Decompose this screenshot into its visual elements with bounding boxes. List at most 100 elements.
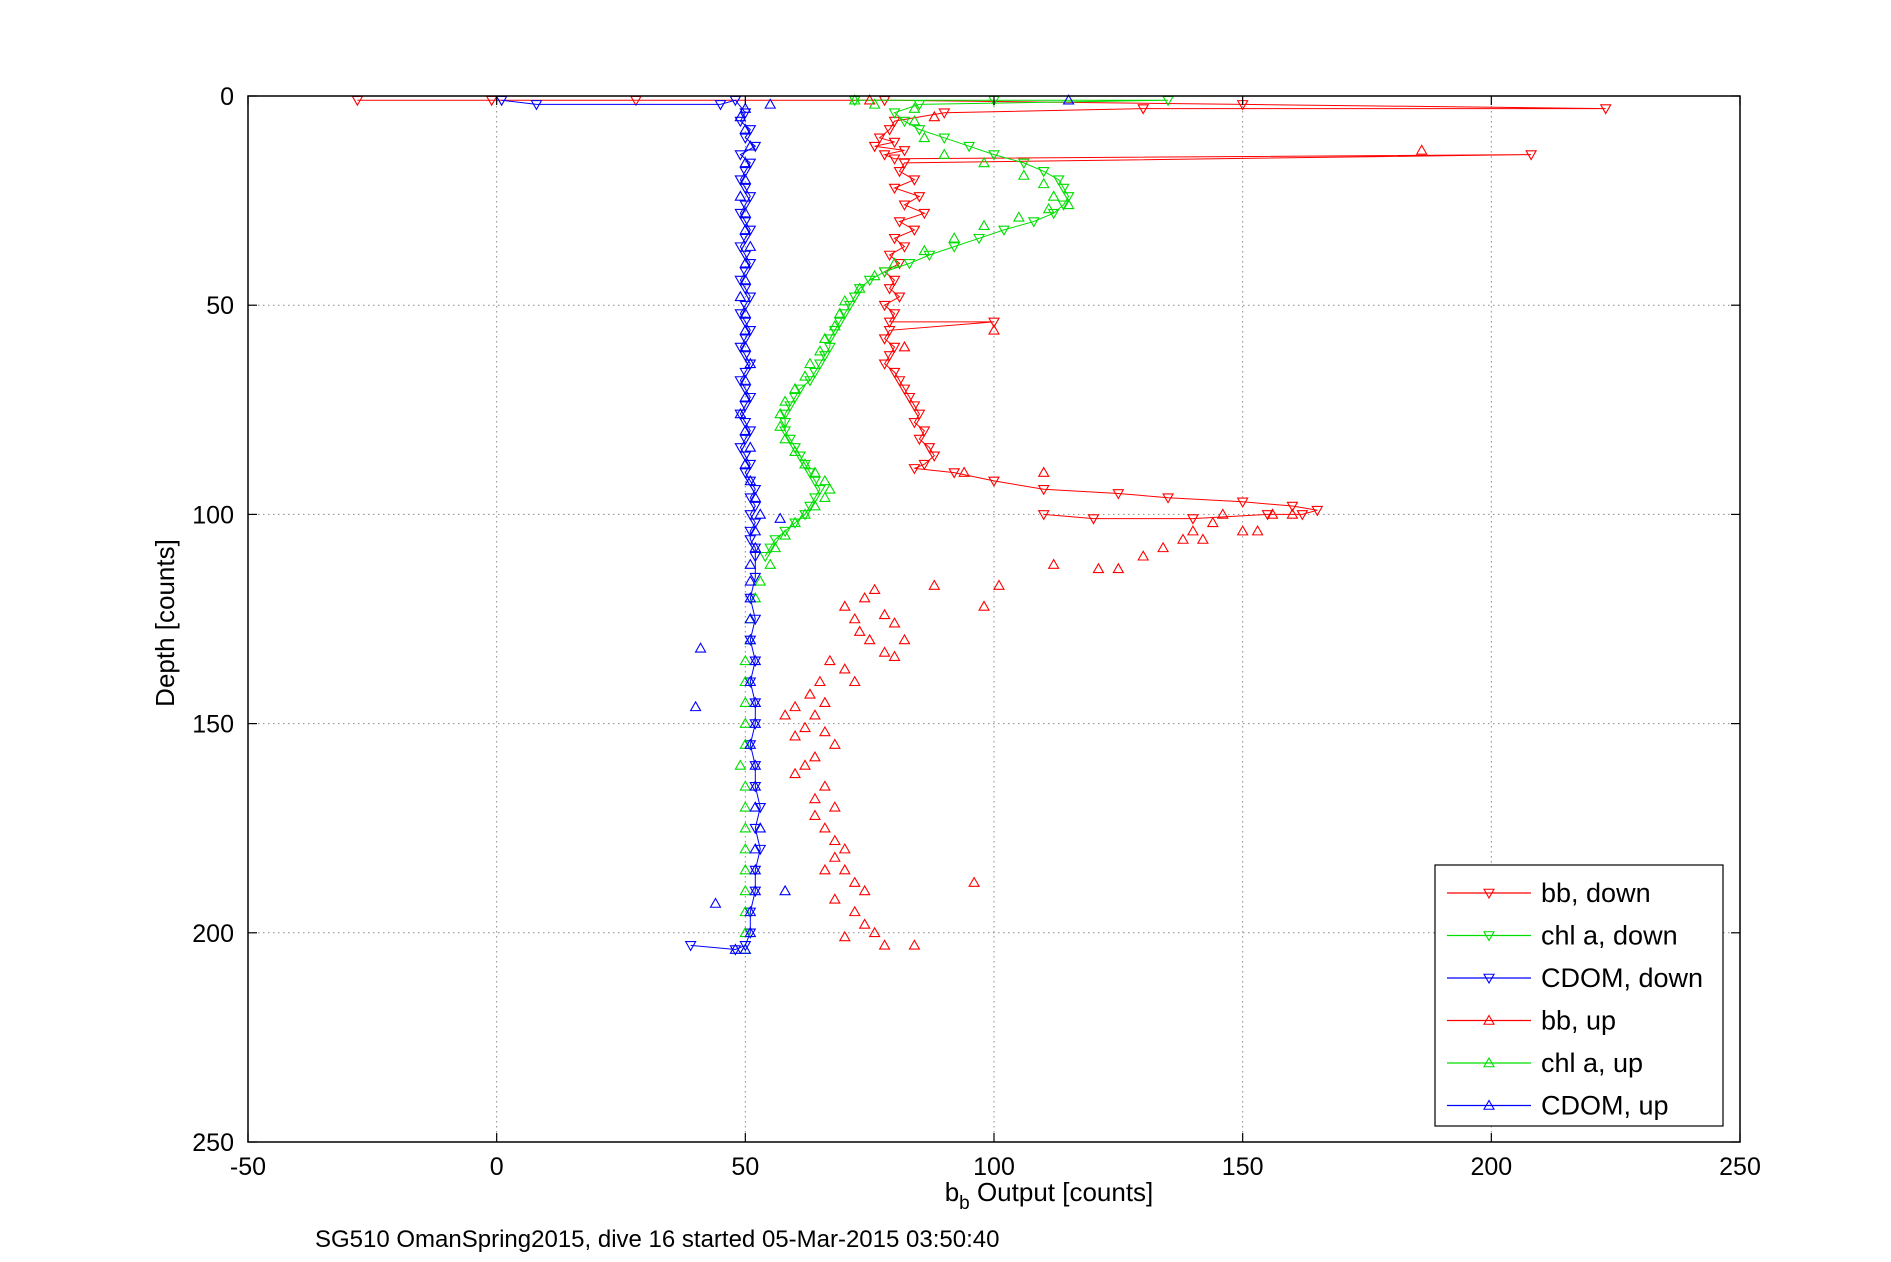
data-point: [799, 459, 811, 471]
data-point: [838, 309, 851, 320]
data-point: [749, 696, 762, 707]
data-point: [739, 451, 752, 462]
data-point: [1251, 525, 1264, 536]
data-point: [734, 208, 747, 220]
data-point: [858, 591, 871, 603]
data-point: [739, 374, 752, 385]
data-point: [794, 451, 806, 462]
series-bb-down: [351, 95, 1612, 525]
data-point: [774, 407, 787, 419]
data-point: [744, 928, 757, 939]
data-point: [734, 150, 747, 161]
data-point: [838, 863, 851, 875]
data-point: [739, 801, 752, 812]
data-point: [744, 575, 757, 586]
data-point: [749, 501, 762, 513]
data-point: [818, 332, 831, 343]
data-point: [1087, 514, 1100, 525]
legend-label-chl-a-up: chl a, up: [1541, 1048, 1643, 1078]
data-point: [734, 175, 747, 186]
data-point: [948, 242, 961, 253]
data-point: [888, 275, 901, 287]
data-point: [813, 359, 826, 370]
data-point: [739, 267, 752, 278]
data-point: [739, 167, 752, 178]
legend-marker-chl-a-up: [1483, 1056, 1495, 1068]
data-point: [878, 95, 891, 107]
data-point: [988, 324, 1000, 335]
data-point: [893, 259, 906, 270]
data-point: [833, 307, 846, 318]
legend-marker-cdom-down: [1483, 973, 1495, 985]
data-point: [908, 114, 921, 126]
series-line: [764, 99, 1169, 557]
data-point: [744, 441, 757, 452]
data-point: [739, 156, 752, 168]
data-point: [749, 823, 762, 835]
data-point: [784, 434, 797, 446]
data-point: [997, 225, 1010, 236]
data-point: [1112, 562, 1125, 574]
data-point: [754, 508, 767, 519]
data-point: [739, 367, 752, 379]
data-point: [744, 738, 757, 749]
data-point: [923, 443, 936, 454]
data-point: [1037, 177, 1050, 189]
data-point: [913, 409, 926, 421]
data-point: [739, 223, 752, 235]
y-tick-label: 150: [192, 711, 234, 739]
data-point: [744, 326, 757, 337]
legend-marker-bb-down: [1483, 888, 1495, 900]
data-point: [898, 116, 911, 128]
data-point: [848, 675, 861, 687]
data-point: [878, 939, 891, 950]
data-point: [828, 893, 841, 904]
data-point: [918, 244, 931, 256]
data-point: [789, 443, 802, 454]
data-point: [928, 451, 941, 462]
data-point: [809, 367, 821, 379]
data-point: [898, 340, 911, 352]
data-point: [739, 250, 752, 262]
data-point: [888, 650, 901, 661]
data-point: [918, 459, 931, 471]
data-point: [1206, 516, 1219, 528]
data-point: [813, 484, 826, 496]
data-point: [749, 761, 762, 772]
data-point: [739, 307, 752, 318]
data-point: [744, 677, 757, 688]
data-point: [749, 551, 762, 563]
data-point: [888, 367, 901, 379]
data-point: [739, 257, 752, 268]
data-point: [809, 476, 821, 488]
data-point: [739, 884, 752, 896]
data-point: [928, 579, 941, 590]
data-point: [744, 474, 757, 486]
data-point: [744, 476, 757, 488]
data-point: [794, 384, 806, 395]
data-point: [809, 709, 821, 720]
data-point: [744, 926, 757, 938]
data-point: [809, 792, 821, 804]
data-point: [893, 167, 906, 178]
data-point: [1157, 541, 1170, 553]
data-point: [734, 116, 747, 128]
plot-data: [351, 94, 1612, 956]
data-point: [818, 474, 831, 486]
data-point: [1047, 558, 1060, 569]
data-point: [853, 625, 866, 636]
data-point: [828, 326, 841, 337]
data-point: [1042, 202, 1055, 214]
series-line: [501, 99, 761, 951]
data-point: [868, 98, 881, 109]
data-point: [868, 141, 881, 153]
data-point: [749, 865, 762, 877]
data-point: [888, 233, 901, 245]
data-point: [938, 108, 951, 119]
y-tick-label: 50: [206, 292, 234, 320]
data-point: [744, 635, 757, 647]
data-point: [809, 493, 821, 504]
data-point: [739, 334, 752, 345]
data-point: [883, 250, 896, 262]
data-point: [749, 614, 762, 626]
